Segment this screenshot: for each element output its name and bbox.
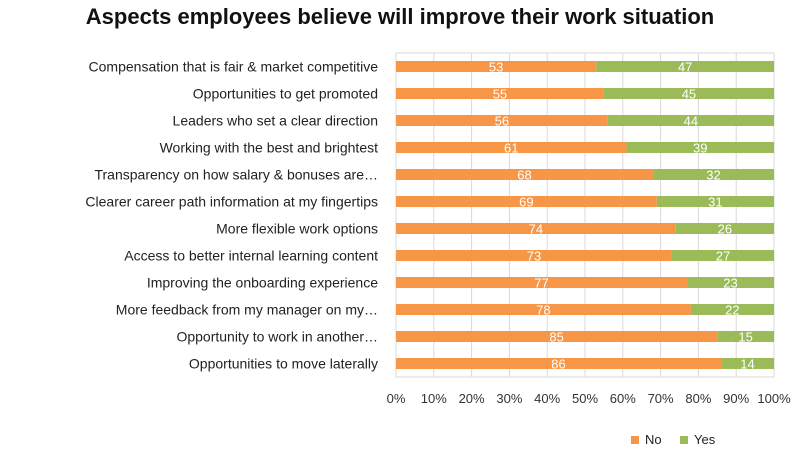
legend-label-no: No xyxy=(645,432,662,447)
category-label: Opportunities to move laterally xyxy=(189,356,378,372)
category-label: More flexible work options xyxy=(216,221,378,237)
category-labels: Compensation that is fair & market compe… xyxy=(85,59,378,372)
data-label: 77 xyxy=(534,276,548,291)
x-tick-label: 0% xyxy=(387,391,406,406)
bar-no xyxy=(396,88,604,99)
data-label: 56 xyxy=(495,114,509,129)
category-label: Improving the onboarding experience xyxy=(147,275,378,291)
data-label: 47 xyxy=(678,60,692,75)
data-label: 55 xyxy=(493,87,507,102)
x-tick-label: 50% xyxy=(572,391,598,406)
x-tick-label: 10% xyxy=(421,391,447,406)
category-label: More feedback from my manager on my… xyxy=(116,302,378,318)
data-label: 32 xyxy=(706,168,720,183)
bar-no xyxy=(396,115,608,126)
bar-yes xyxy=(626,142,774,153)
data-label: 26 xyxy=(718,222,732,237)
bar-no xyxy=(396,277,688,288)
data-label: 31 xyxy=(708,195,722,210)
data-label: 44 xyxy=(684,114,698,129)
x-tick-label: 100% xyxy=(757,391,791,406)
category-label: Working with the best and brightest xyxy=(160,140,379,156)
bar-no xyxy=(396,196,657,207)
bar-yes xyxy=(721,358,774,369)
gridlines xyxy=(395,52,775,378)
data-label: 27 xyxy=(716,249,730,264)
data-label: 73 xyxy=(527,249,541,264)
category-label: Opportunity to work in another… xyxy=(176,329,378,345)
bar-yes xyxy=(656,196,774,207)
bar-yes xyxy=(603,88,774,99)
bar-yes xyxy=(607,115,774,126)
data-label: 23 xyxy=(723,276,737,291)
x-tick-label: 80% xyxy=(685,391,711,406)
x-axis-ticks: 0% 10% 20% 30% 40% 50% 60% 70% 80% 90% 100% xyxy=(387,391,791,406)
category-label: Transparency on how salary & bonuses are… xyxy=(94,167,378,183)
data-label: 15 xyxy=(738,330,752,345)
plot-border xyxy=(395,52,775,378)
x-tick-label: 90% xyxy=(723,391,749,406)
bar-yes xyxy=(653,169,774,180)
category-label: Clearer career path information at my fi… xyxy=(85,194,378,210)
data-label: 39 xyxy=(693,141,707,156)
data-label: 61 xyxy=(504,141,518,156)
x-tick-label: 40% xyxy=(534,391,560,406)
category-label: Leaders who set a clear direction xyxy=(173,113,378,129)
data-label: 53 xyxy=(489,60,503,75)
bars: 53 47 55 45 56 44 61 39 68 32 69 31 74 26 73 27 77 23 78 22… xyxy=(396,60,774,372)
bar-no xyxy=(396,142,627,153)
bar-no xyxy=(396,250,672,261)
bar-no xyxy=(396,169,654,180)
data-label: 74 xyxy=(529,222,543,237)
category-label: Compensation that is fair & market compe… xyxy=(89,59,379,75)
legend-label-yes: Yes xyxy=(694,432,716,447)
bar-yes xyxy=(690,304,774,315)
bar-no xyxy=(396,61,597,72)
category-label: Opportunities to get promoted xyxy=(193,86,378,102)
chart-title: Aspects employees believe will improve t… xyxy=(85,4,715,29)
legend-swatch-yes xyxy=(680,436,688,444)
data-label: 85 xyxy=(549,330,563,345)
legend: No Yes xyxy=(631,432,716,447)
bar-yes xyxy=(687,277,774,288)
bar-no xyxy=(396,223,676,234)
bar-no xyxy=(396,331,718,342)
category-label: Access to better internal learning conte… xyxy=(124,248,378,264)
bar-yes xyxy=(717,331,774,342)
bar-no xyxy=(396,358,722,369)
x-tick-label: 70% xyxy=(648,391,674,406)
x-tick-label: 20% xyxy=(459,391,485,406)
data-label: 86 xyxy=(551,357,565,372)
bar-yes xyxy=(596,61,774,72)
x-tick-label: 60% xyxy=(610,391,636,406)
data-label: 78 xyxy=(536,303,550,318)
data-label: 22 xyxy=(725,303,739,318)
bar-no xyxy=(396,304,691,315)
bar-yes xyxy=(675,223,774,234)
data-label: 69 xyxy=(519,195,533,210)
legend-swatch-no xyxy=(631,436,639,444)
x-tick-label: 30% xyxy=(496,391,522,406)
bar-yes xyxy=(671,250,774,261)
data-label: 68 xyxy=(517,168,531,183)
data-label: 45 xyxy=(682,87,696,102)
data-label: 14 xyxy=(740,357,754,372)
